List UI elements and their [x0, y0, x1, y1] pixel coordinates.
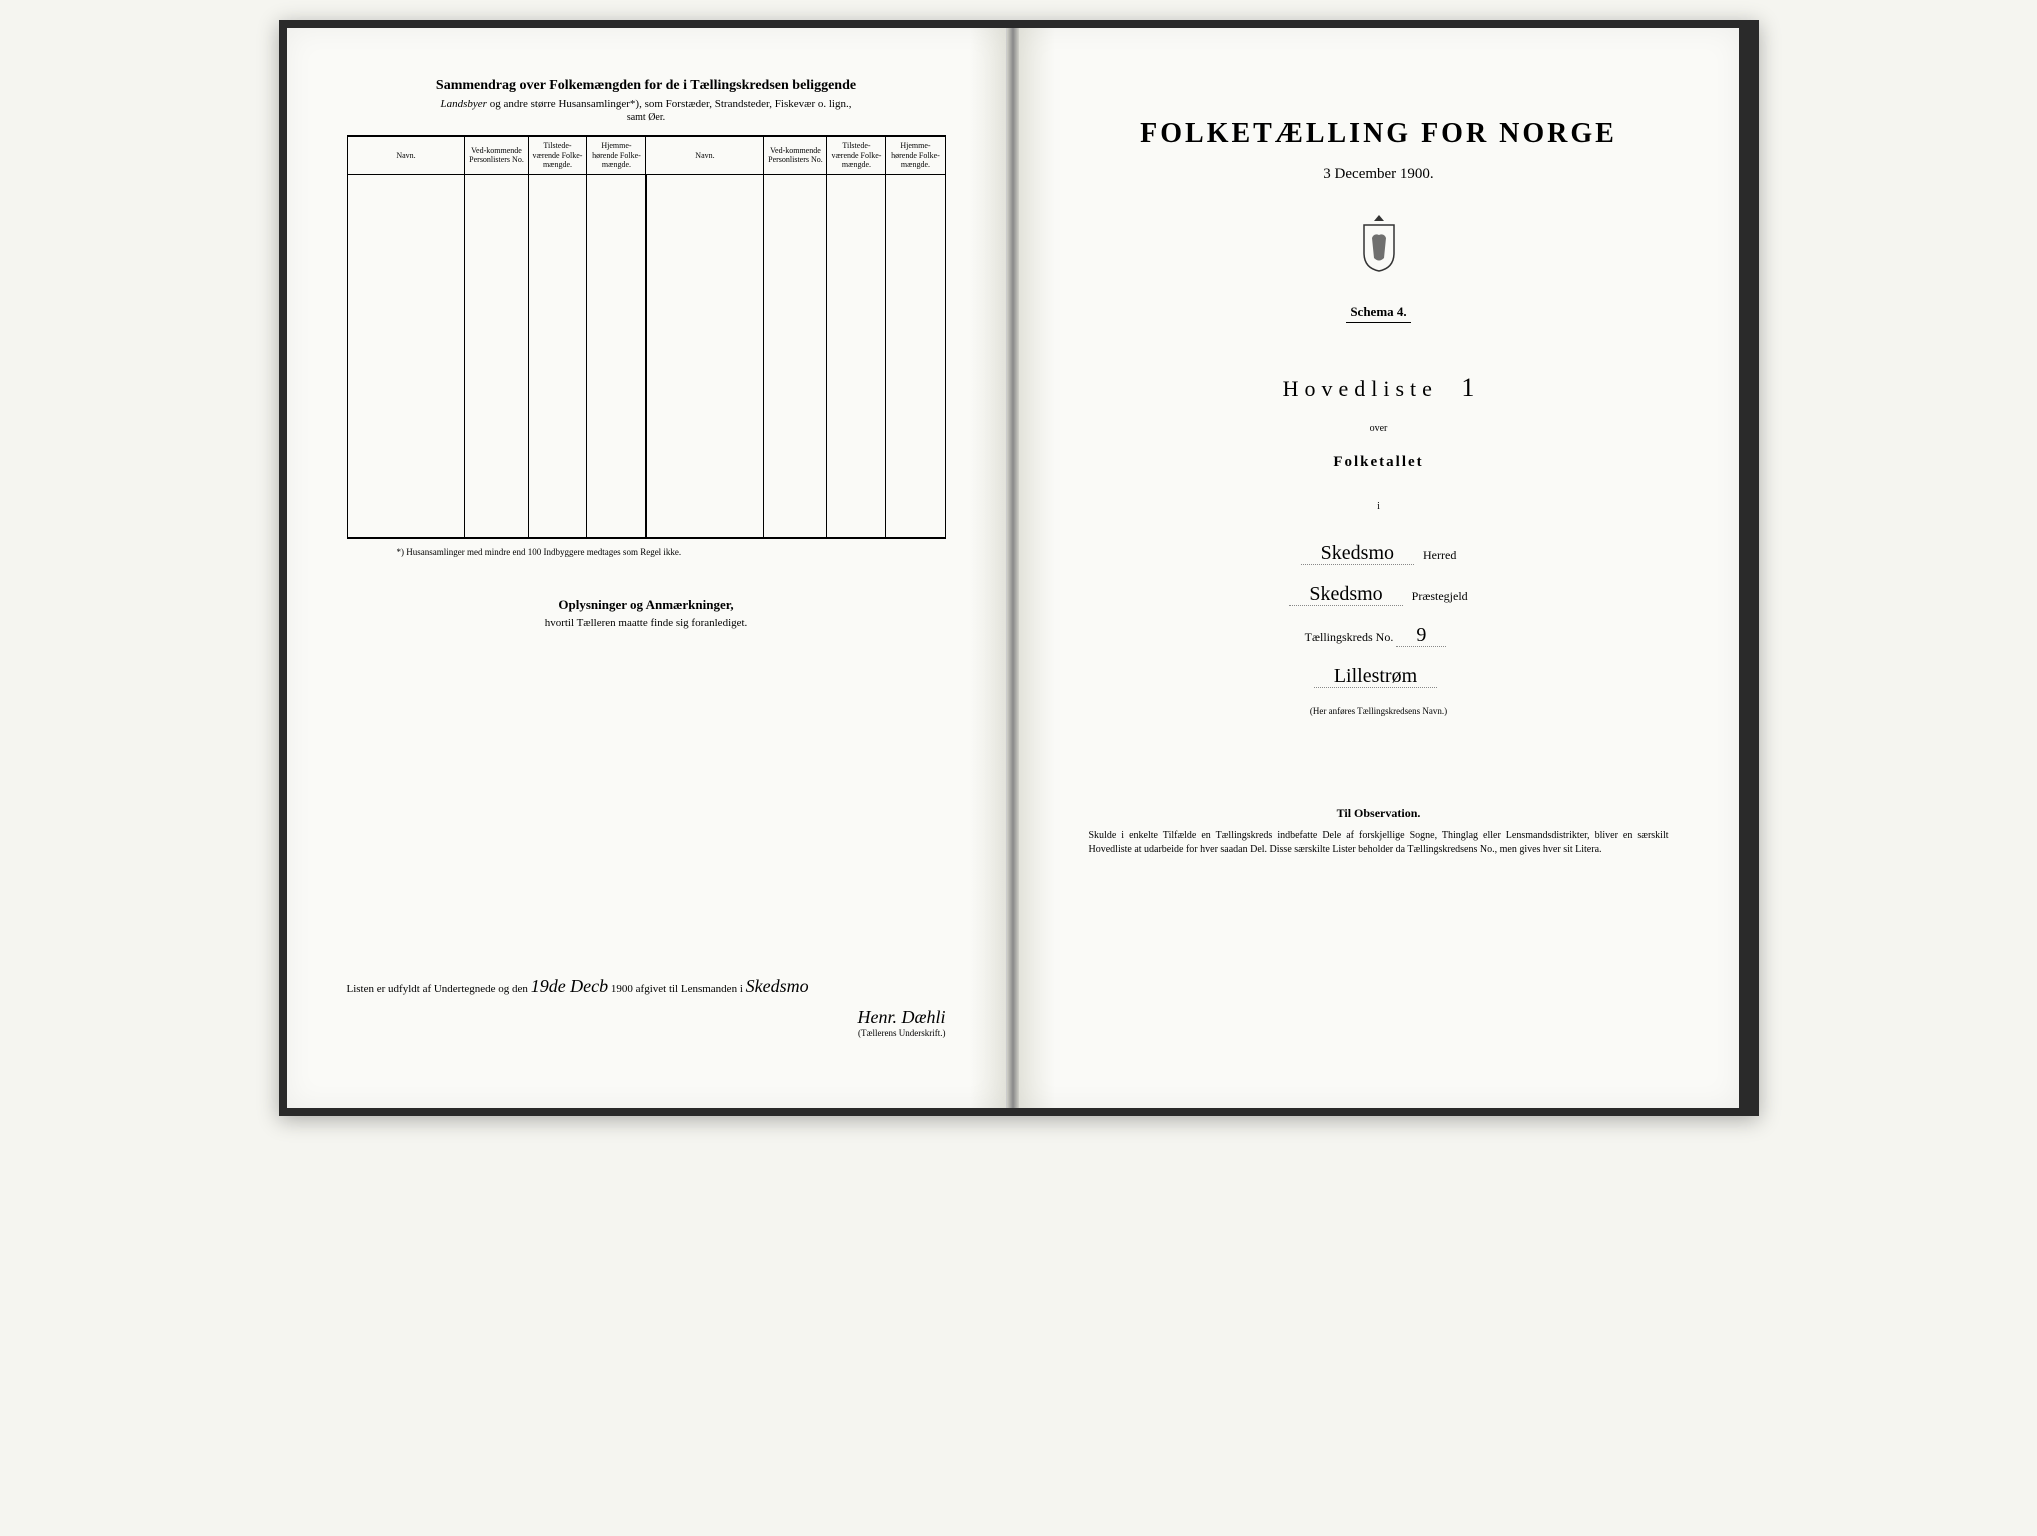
kreds-no-handwritten: 9 [1396, 624, 1446, 647]
book-spine [1007, 28, 1019, 1108]
sig-date-handwritten: 19de Decb [531, 976, 608, 996]
census-title: FOLKETÆLLING FOR NORGE [1079, 118, 1679, 150]
folketallet-label: Folketallet [1079, 454, 1679, 471]
schema-label: Schema 4. [1346, 304, 1410, 323]
observation-title: Til Observation. [1079, 806, 1679, 821]
coat-of-arms-icon [1354, 213, 1404, 273]
praeste-handwritten: Skedsmo [1289, 583, 1402, 606]
kreds-name-handwritten: Lillestrøm [1314, 665, 1437, 688]
sig-place-handwritten: Skedsmo [746, 976, 809, 996]
summary-tbody [347, 174, 945, 538]
col-hjemme-1: Hjemme-hørende Folke-mængde. [587, 136, 646, 174]
signature-line: Listen er udfyldt af Undertegnede og den… [347, 976, 946, 997]
hovedliste-number: 1 [1461, 373, 1474, 402]
census-date: 3 December 1900. [1079, 166, 1679, 183]
summary-subtitle: Landsbyer og andre større Husansamlinger… [347, 98, 946, 110]
i-label: i [1079, 501, 1679, 512]
book-spread: Sammendrag over Folkemængden for de i Tæ… [279, 20, 1759, 1116]
kreds-note: (Her anføres Tællingskredsens Navn.) [1079, 706, 1679, 716]
kreds-name-line: Lillestrøm [1079, 665, 1679, 688]
col-vedk-2: Ved-kommende Personlisters No. [764, 136, 827, 174]
col-tilstede-2: Tilstede-værende Folke-mængde. [827, 136, 886, 174]
herred-handwritten: Skedsmo [1301, 542, 1414, 565]
kreds-line: Tællingskreds No. 9 [1079, 624, 1679, 647]
hovedliste-heading: Hovedliste 1 [1079, 373, 1679, 403]
over-label: over [1079, 423, 1679, 434]
remarks-title: Oplysninger og Anmærkninger, [347, 597, 946, 613]
col-navn-1: Navn. [347, 136, 465, 174]
herred-line: Skedsmo Herred [1079, 542, 1679, 565]
col-hjemme-2: Hjemme-hørende Folke-mængde. [886, 136, 945, 174]
summary-title: Sammendrag over Folkemængden for de i Tæ… [347, 78, 946, 94]
right-page: FOLKETÆLLING FOR NORGE 3 December 1900. … [1019, 28, 1739, 1108]
signature-caption: (Tællerens Underskrift.) [347, 1028, 946, 1038]
signature-name: Henr. Dæhli [347, 1007, 946, 1028]
praestegjeld-line: Skedsmo Præstegjeld [1079, 583, 1679, 606]
col-vedk-1: Ved-kommende Personlisters No. [465, 136, 528, 174]
table-footnote: *) Husansamlinger med mindre end 100 Ind… [347, 547, 946, 557]
signature-block: Listen er udfyldt af Undertegnede og den… [347, 976, 946, 1038]
samt-line: samt Øer. [347, 112, 946, 123]
observation-text: Skulde i enkelte Tilfælde en Tællingskre… [1079, 829, 1679, 857]
left-page: Sammendrag over Folkemængden for de i Tæ… [287, 28, 1007, 1108]
col-navn-2: Navn. [646, 136, 764, 174]
summary-table: Navn. Ved-kommende Personlisters No. Til… [347, 135, 946, 539]
remarks-subtitle: hvortil Tælleren maatte finde sig foranl… [347, 617, 946, 629]
col-tilstede-1: Tilstede-værende Folke-mængde. [528, 136, 587, 174]
